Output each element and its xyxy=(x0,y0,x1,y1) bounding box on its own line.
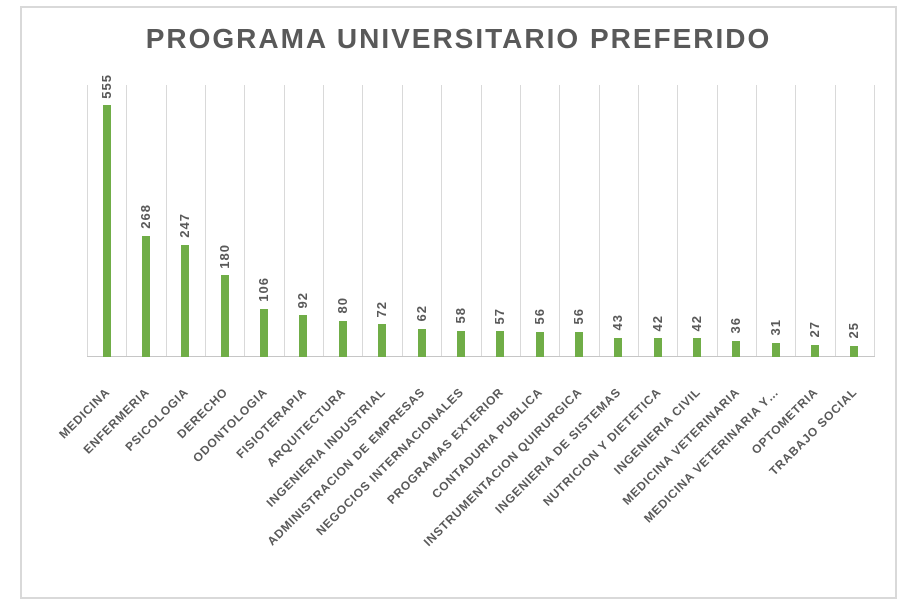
value-label: 57 xyxy=(492,307,508,325)
bar xyxy=(692,338,701,357)
gridline xyxy=(756,85,757,357)
gridline xyxy=(834,85,836,357)
value-label: 43 xyxy=(610,314,626,331)
x-axis-line xyxy=(87,356,875,357)
plot-area: 555 268 247 180 106 92 80 72 62 58 57 56 56 43 42 42 36 3… xyxy=(87,74,875,357)
bar xyxy=(496,331,505,357)
bar xyxy=(260,308,269,357)
gridline xyxy=(598,85,600,357)
bar xyxy=(574,331,583,357)
value-label: 555 xyxy=(98,73,114,99)
gridline xyxy=(441,85,443,357)
value-label: 27 xyxy=(807,321,822,338)
gridline xyxy=(637,85,639,357)
bar xyxy=(771,342,780,357)
value-label: 25 xyxy=(846,322,862,339)
bar xyxy=(653,338,662,357)
gridline xyxy=(283,85,285,357)
bar xyxy=(850,345,859,357)
bar xyxy=(732,340,741,357)
value-label: 56 xyxy=(570,308,586,325)
gridline xyxy=(401,85,403,357)
value-label: 62 xyxy=(413,305,429,322)
bar xyxy=(811,344,819,357)
bar xyxy=(535,331,544,357)
value-label: 42 xyxy=(649,314,665,331)
value-label: 56 xyxy=(531,308,547,325)
gridline xyxy=(795,85,797,357)
gridline xyxy=(874,85,875,357)
gridline xyxy=(677,85,679,357)
value-label: 268 xyxy=(138,203,153,229)
value-label: 31 xyxy=(767,319,783,336)
value-label: 72 xyxy=(374,300,390,318)
bar xyxy=(338,320,347,357)
gridline xyxy=(716,85,718,357)
value-label: 58 xyxy=(452,307,468,324)
gridline xyxy=(323,85,325,357)
bar xyxy=(220,275,229,357)
chart-title: PROGRAMA UNIVERSITARIO PREFERIDO xyxy=(145,23,772,54)
gridline xyxy=(244,85,246,357)
bar xyxy=(181,245,190,357)
value-label: 42 xyxy=(688,314,704,331)
bar xyxy=(456,330,465,357)
value-label: 36 xyxy=(728,317,744,334)
gridline xyxy=(126,85,128,357)
bar xyxy=(378,324,387,357)
bar xyxy=(299,315,308,357)
gridline xyxy=(480,85,482,357)
value-label: 92 xyxy=(295,291,311,309)
bar xyxy=(614,337,623,357)
value-label: 247 xyxy=(177,213,193,238)
gridline xyxy=(165,85,167,357)
value-label: 180 xyxy=(216,243,232,269)
value-label: 80 xyxy=(334,297,350,314)
gridline xyxy=(559,85,561,357)
bar xyxy=(142,235,150,357)
bar xyxy=(102,105,111,357)
gridline xyxy=(87,85,88,357)
bar xyxy=(417,328,426,357)
gridline xyxy=(205,85,207,357)
gridline xyxy=(362,85,364,357)
gridline xyxy=(519,85,521,357)
value-label: 106 xyxy=(256,277,272,302)
